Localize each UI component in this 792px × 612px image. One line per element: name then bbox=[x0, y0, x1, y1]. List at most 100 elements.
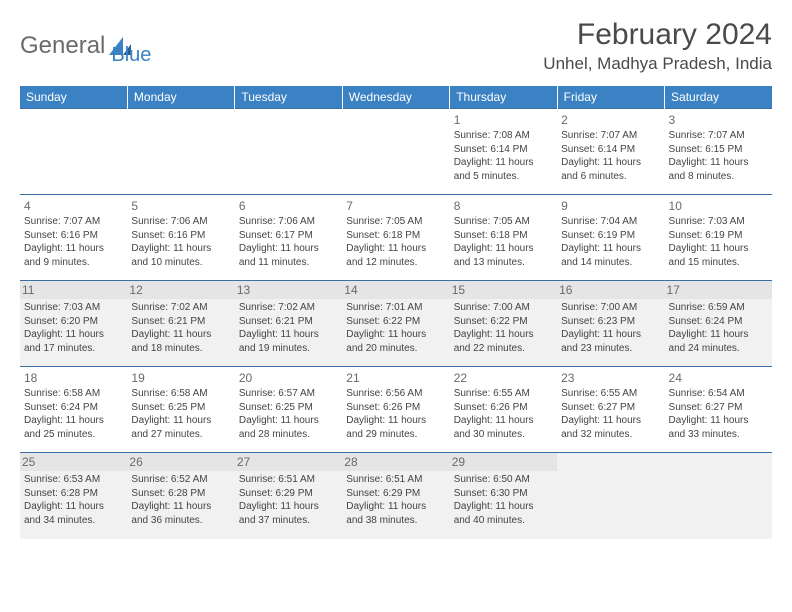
calendar-cell: 20Sunrise: 6:57 AMSunset: 6:25 PMDayligh… bbox=[235, 367, 342, 453]
day-number: 26 bbox=[127, 453, 234, 471]
sunrise-text: Sunrise: 6:51 AM bbox=[346, 473, 445, 487]
sunrise-text: Sunrise: 6:58 AM bbox=[24, 387, 123, 401]
day2-text: and 14 minutes. bbox=[561, 256, 660, 270]
calendar-week: 25Sunrise: 6:53 AMSunset: 6:28 PMDayligh… bbox=[20, 453, 772, 539]
sunrise-text: Sunrise: 7:05 AM bbox=[454, 215, 553, 229]
calendar-cell: 16Sunrise: 7:00 AMSunset: 6:23 PMDayligh… bbox=[557, 281, 664, 367]
sunset-text: Sunset: 6:26 PM bbox=[346, 401, 445, 415]
sunrise-text: Sunrise: 7:07 AM bbox=[24, 215, 123, 229]
day2-text: and 27 minutes. bbox=[131, 428, 230, 442]
day1-text: Daylight: 11 hours bbox=[669, 156, 768, 170]
sunrise-text: Sunrise: 7:03 AM bbox=[669, 215, 768, 229]
day2-text: and 18 minutes. bbox=[131, 342, 230, 356]
col-thursday: Thursday bbox=[450, 86, 557, 109]
calendar-cell: 11Sunrise: 7:03 AMSunset: 6:20 PMDayligh… bbox=[20, 281, 127, 367]
sunset-text: Sunset: 6:14 PM bbox=[561, 143, 660, 157]
day1-text: Daylight: 11 hours bbox=[346, 500, 445, 514]
day-number: 28 bbox=[342, 453, 449, 471]
day2-text: and 22 minutes. bbox=[454, 342, 553, 356]
sunrise-text: Sunrise: 7:02 AM bbox=[239, 301, 338, 315]
day2-text: and 10 minutes. bbox=[131, 256, 230, 270]
day-number: 3 bbox=[669, 112, 768, 128]
day2-text: and 19 minutes. bbox=[239, 342, 338, 356]
sunset-text: Sunset: 6:19 PM bbox=[669, 229, 768, 243]
day2-text: and 11 minutes. bbox=[239, 256, 338, 270]
day-number: 24 bbox=[669, 370, 768, 386]
day1-text: Daylight: 11 hours bbox=[454, 500, 553, 514]
calendar-cell bbox=[342, 109, 449, 195]
sunrise-text: Sunrise: 7:02 AM bbox=[131, 301, 230, 315]
calendar-cell: 24Sunrise: 6:54 AMSunset: 6:27 PMDayligh… bbox=[665, 367, 772, 453]
sunset-text: Sunset: 6:24 PM bbox=[24, 401, 123, 415]
day-number: 8 bbox=[454, 198, 553, 214]
sunset-text: Sunset: 6:19 PM bbox=[561, 229, 660, 243]
day1-text: Daylight: 11 hours bbox=[239, 328, 338, 342]
day2-text: and 8 minutes. bbox=[669, 170, 768, 184]
day1-text: Daylight: 11 hours bbox=[24, 328, 123, 342]
calendar-cell bbox=[665, 453, 772, 539]
sunset-text: Sunset: 6:16 PM bbox=[131, 229, 230, 243]
sunset-text: Sunset: 6:21 PM bbox=[131, 315, 230, 329]
day1-text: Daylight: 11 hours bbox=[454, 242, 553, 256]
sunrise-text: Sunrise: 7:00 AM bbox=[454, 301, 553, 315]
sunrise-text: Sunrise: 7:08 AM bbox=[454, 129, 553, 143]
calendar-week: 1Sunrise: 7:08 AM Sunset: 6:14 PM Daylight… bbox=[20, 109, 772, 195]
sunrise-text: Sunrise: 6:57 AM bbox=[239, 387, 338, 401]
day-number: 21 bbox=[346, 370, 445, 386]
day2-text: and 9 minutes. bbox=[24, 256, 123, 270]
day2-text: and 24 minutes. bbox=[669, 342, 768, 356]
sunrise-text: Sunrise: 7:05 AM bbox=[346, 215, 445, 229]
day-number: 18 bbox=[24, 370, 123, 386]
brand-text-blue: Blue bbox=[111, 24, 151, 67]
day2-text: and 28 minutes. bbox=[239, 428, 338, 442]
day-number: 17 bbox=[665, 281, 772, 299]
day-number: 2 bbox=[561, 112, 660, 128]
calendar-cell: 5Sunrise: 7:06 AMSunset: 6:16 PMDaylight… bbox=[127, 195, 234, 281]
day-number: 16 bbox=[557, 281, 664, 299]
sunset-text: Sunset: 6:29 PM bbox=[239, 487, 338, 501]
calendar-cell bbox=[235, 109, 342, 195]
sunrise-text: Sunrise: 7:07 AM bbox=[561, 129, 660, 143]
day-number: 19 bbox=[131, 370, 230, 386]
calendar-cell: 10Sunrise: 7:03 AMSunset: 6:19 PMDayligh… bbox=[665, 195, 772, 281]
col-sunday: Sunday bbox=[20, 86, 127, 109]
day1-text: Daylight: 11 hours bbox=[131, 328, 230, 342]
day2-text: and 40 minutes. bbox=[454, 514, 553, 528]
sunset-text: Sunset: 6:26 PM bbox=[454, 401, 553, 415]
day1-text: Daylight: 11 hours bbox=[346, 414, 445, 428]
calendar-cell: 1Sunrise: 7:08 AMSunset: 6:14 PMDaylight… bbox=[450, 109, 557, 195]
day1-text: Daylight: 11 hours bbox=[131, 242, 230, 256]
calendar-week: 18Sunrise: 6:58 AMSunset: 6:24 PM Dayligh… bbox=[20, 367, 772, 453]
day1-text: Daylight: 11 hours bbox=[561, 328, 660, 342]
day-number: 1 bbox=[454, 112, 553, 128]
sunrise-text: Sunrise: 6:59 AM bbox=[669, 301, 768, 315]
day-number: 10 bbox=[669, 198, 768, 214]
sunrise-text: Sunrise: 6:55 AM bbox=[561, 387, 660, 401]
sunrise-text: Sunrise: 7:00 AM bbox=[561, 301, 660, 315]
sunset-text: Sunset: 6:21 PM bbox=[239, 315, 338, 329]
day2-text: and 17 minutes. bbox=[24, 342, 123, 356]
day-number: 12 bbox=[127, 281, 234, 299]
calendar-cell: 18Sunrise: 6:58 AMSunset: 6:24 PMDayligh… bbox=[20, 367, 127, 453]
day2-text: and 32 minutes. bbox=[561, 428, 660, 442]
sunset-text: Sunset: 6:29 PM bbox=[346, 487, 445, 501]
col-monday: Monday bbox=[127, 86, 234, 109]
day1-text: Daylight: 11 hours bbox=[131, 414, 230, 428]
col-wednesday: Wednesday bbox=[342, 86, 449, 109]
sunrise-text: Sunrise: 6:53 AM bbox=[24, 473, 123, 487]
calendar-cell bbox=[557, 453, 664, 539]
day-header-row: Sunday Monday Tuesday Wednesday Thursday… bbox=[20, 86, 772, 109]
calendar-cell bbox=[127, 109, 234, 195]
calendar-cell: 9Sunrise: 7:04 AMSunset: 6:19 PMDaylight… bbox=[557, 195, 664, 281]
calendar-cell bbox=[20, 109, 127, 195]
day1-text: Daylight: 11 hours bbox=[561, 242, 660, 256]
day-number: 13 bbox=[235, 281, 342, 299]
brand-text-general: General bbox=[20, 32, 105, 60]
day-number: 5 bbox=[131, 198, 230, 214]
day1-text: Daylight: 11 hours bbox=[239, 414, 338, 428]
sunset-text: Sunset: 6:18 PM bbox=[454, 229, 553, 243]
day1-text: Daylight: 11 hours bbox=[669, 414, 768, 428]
sunrise-text: Sunrise: 6:54 AM bbox=[669, 387, 768, 401]
sunset-text: Sunset: 6:18 PM bbox=[346, 229, 445, 243]
sunset-text: Sunset: 6:22 PM bbox=[454, 315, 553, 329]
